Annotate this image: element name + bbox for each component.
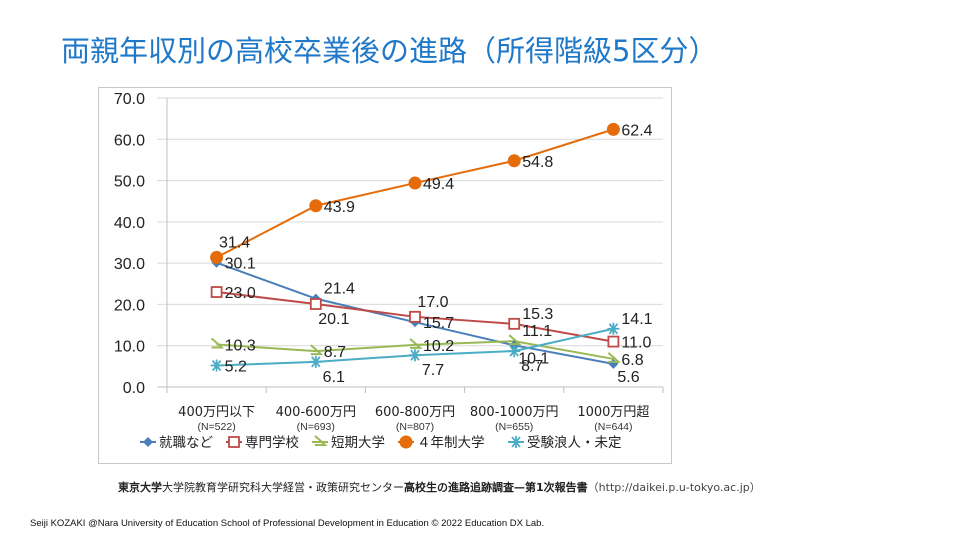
x-category-label: 400万円以下 [178, 405, 255, 420]
data-label: 54.8 [522, 154, 553, 171]
data-label: 8.7 [521, 358, 543, 375]
x-category-n-label: (N=655) [495, 421, 533, 433]
y-tick-label: 10.0 [114, 339, 145, 356]
y-tick-label: 0.0 [123, 380, 145, 397]
y-tick-label: 30.0 [114, 256, 145, 273]
series-line-4 [216, 128, 614, 259]
x-category-label: 1000万円超 [577, 405, 649, 420]
legend-marker-icon [399, 435, 413, 449]
data-label: 11.0 [621, 335, 651, 352]
y-tick-label: 40.0 [114, 215, 145, 232]
data-label: 10.3 [225, 337, 256, 354]
source-dept: 大学院教育学研究科大学経営・政策研究センター [162, 481, 404, 494]
x-category-n-label: (N=522) [197, 421, 235, 433]
y-tick-label: 60.0 [114, 132, 145, 149]
data-point-marker [607, 352, 621, 363]
data-point-marker [310, 344, 324, 356]
data-point-marker [309, 199, 323, 213]
data-point-marker [409, 310, 421, 323]
source-citation: 東京大学大学院教育学研究科大学経営・政策研究センター高校生の進路追跡調査—第1次… [118, 479, 761, 495]
data-point-marker [210, 250, 224, 264]
data-point-marker [507, 154, 521, 168]
data-point-marker [409, 338, 423, 349]
x-category-n-label: (N=644) [594, 421, 632, 433]
data-label: 10.2 [423, 338, 454, 355]
x-category-label: 600-800万円 [375, 405, 455, 420]
data-point-marker [210, 337, 225, 349]
data-point-marker [408, 176, 422, 190]
y-tick-label: 70.0 [114, 91, 145, 108]
source-org: 東京大学 [118, 481, 162, 494]
series-line-3 [216, 340, 614, 360]
footer-credit: Seiji KOZAKI @Nara University of Educati… [30, 518, 545, 529]
legend-label: 就職など [159, 435, 213, 451]
data-label: 11.1 [522, 323, 552, 340]
data-point-marker [210, 359, 223, 372]
source-report: 高校生の進路追跡調査—第1次報告書 [404, 481, 588, 494]
legend-label: 専門学校 [245, 434, 299, 451]
data-label: 6.8 [621, 352, 643, 369]
x-category-label: 400-600万円 [276, 405, 356, 420]
x-category-label: 800-1000万円 [470, 405, 559, 420]
data-label: 6.1 [323, 369, 345, 386]
data-label: 10.1 [518, 350, 549, 367]
data-label: 23.0 [225, 285, 256, 302]
data-label: 8.7 [324, 344, 346, 361]
data-point-marker [309, 298, 322, 310]
data-label: 30.1 [225, 256, 256, 273]
data-point-marker [606, 122, 620, 136]
source-url: （http://daikei.p.u-tokyo.ac.jp） [587, 481, 761, 494]
data-point-marker [607, 335, 620, 348]
data-label: 14.1 [621, 311, 652, 328]
data-label: 5.2 [225, 359, 247, 376]
data-point-marker [508, 345, 521, 358]
legend-label: ４年制大学 [417, 435, 485, 451]
legend-marker-icon [143, 437, 153, 447]
data-point-marker [508, 317, 521, 330]
y-tick-label: 20.0 [114, 297, 145, 314]
data-label: 20.1 [318, 311, 349, 328]
data-label: 7.7 [422, 362, 444, 379]
data-label: 31.4 [219, 234, 250, 251]
chart-frame [98, 87, 672, 464]
legend-marker-icon [228, 436, 240, 448]
data-label: 17.0 [417, 294, 448, 311]
data-label: 49.4 [423, 176, 454, 193]
legend-marker-icon [314, 435, 328, 446]
x-category-n-label: (N=807) [396, 421, 434, 433]
data-label: 43.9 [324, 199, 355, 216]
slide-title: 両親年収別の高校卒業後の進路（所得階級5区分） [61, 34, 718, 68]
legend-marker-icon [510, 436, 522, 448]
data-point-marker [607, 322, 620, 335]
data-point-marker [508, 334, 522, 346]
data-point-marker [409, 349, 421, 362]
data-point-marker [309, 355, 322, 368]
data-label: 21.4 [324, 281, 355, 298]
data-label: 62.4 [621, 122, 652, 139]
data-point-marker [210, 286, 223, 298]
data-label: 5.6 [617, 369, 639, 386]
legend-label: 短期大学 [331, 435, 385, 451]
data-label: 15.7 [423, 315, 454, 332]
legend-label: 受験浪人・未定 [527, 435, 622, 451]
x-category-n-label: (N=693) [297, 421, 335, 433]
data-label: 15.3 [522, 306, 553, 323]
y-tick-label: 50.0 [114, 174, 145, 191]
